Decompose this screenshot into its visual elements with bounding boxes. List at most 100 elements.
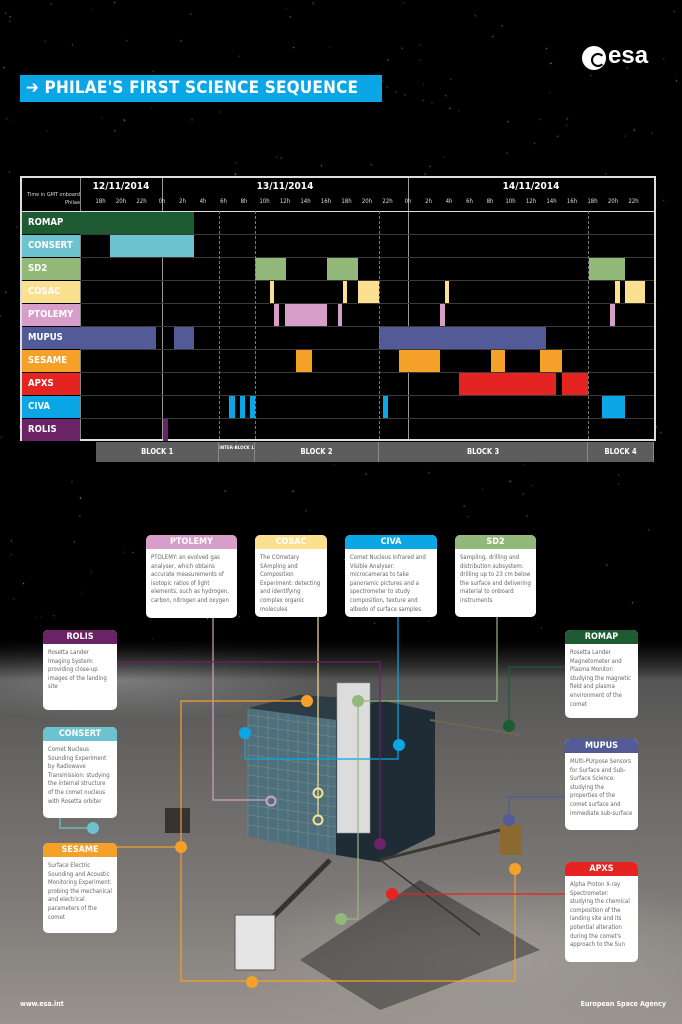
page-title: ➔ PHILAE'S FIRST SCIENCE SEQUENCE bbox=[20, 75, 382, 102]
sesame-sensor-leader bbox=[180, 700, 516, 982]
tick-label: 20h bbox=[361, 198, 373, 205]
landing-leg bbox=[379, 859, 481, 936]
tick-label: 16h bbox=[566, 198, 578, 205]
tick-label: 8h bbox=[240, 198, 248, 205]
panel-grid-line bbox=[247, 804, 337, 818]
block-boundary bbox=[588, 211, 590, 439]
tick-label: 6h bbox=[220, 198, 227, 205]
tick-label: 0h bbox=[158, 198, 166, 205]
civa-activity-bar bbox=[249, 396, 256, 418]
ptolemy-leader bbox=[212, 618, 266, 801]
row-label-sesame: SESAME bbox=[22, 350, 80, 372]
tick-label: 16h bbox=[320, 198, 332, 205]
panel-grid-line bbox=[247, 734, 337, 748]
tick-label: 2h bbox=[425, 198, 432, 205]
tick-label: 20h bbox=[607, 198, 619, 205]
card-description: Comet Nucleus Sounding Experiment by Rad… bbox=[48, 746, 110, 805]
card-title: CIVA bbox=[345, 535, 437, 549]
card-title: SESAME bbox=[43, 843, 117, 857]
sesame-activity-bar bbox=[399, 350, 440, 372]
card-description: PTOLEMY: an evolved gas analyser, which … bbox=[151, 554, 229, 604]
romap-boom bbox=[429, 719, 521, 736]
time-caption: Time in GMT onboard Philae bbox=[27, 192, 80, 206]
block-3: BLOCK 2 bbox=[255, 442, 379, 462]
tick-label: 10h bbox=[259, 198, 270, 205]
card-title: MUPUS bbox=[565, 739, 638, 753]
tick-label: 22h bbox=[382, 198, 393, 205]
rolis-marker bbox=[374, 838, 386, 850]
instrument-card-civa: CIVA Comet Nucleus Infrared and Visible A… bbox=[345, 535, 437, 617]
ptolemy-activity-bar bbox=[609, 304, 615, 326]
card-title: SD2 bbox=[455, 535, 536, 549]
mupus-leader bbox=[508, 796, 565, 820]
row-divider bbox=[80, 372, 654, 373]
card-description: Comet Nucleus Infrared and Visible Analy… bbox=[350, 554, 426, 613]
header-divider bbox=[80, 178, 81, 439]
block-boundary bbox=[255, 211, 257, 439]
cosac-activity-bar bbox=[624, 281, 646, 303]
panel-grid-line bbox=[247, 764, 337, 778]
instrument-card-rolis: ROLIS Rosetta Lander Imaging System: prov… bbox=[43, 630, 117, 710]
cosac-marker bbox=[312, 787, 324, 799]
cosac-activity-bar bbox=[444, 281, 449, 303]
row-divider bbox=[80, 349, 654, 350]
philae-lander-illustration bbox=[165, 682, 540, 1010]
esa-logo: esa bbox=[582, 42, 662, 74]
block-2: INTER-BLOCK 1 bbox=[219, 442, 256, 462]
rolis-activity-bar bbox=[162, 419, 168, 441]
panel-grid-line bbox=[247, 794, 337, 808]
instrument-card-mupus: MUPUS MUlti-PUrpose Sensors for Surface a… bbox=[565, 739, 638, 830]
block-5: BLOCK 4 bbox=[588, 442, 654, 462]
card-title: PTOLEMY bbox=[146, 535, 237, 549]
day-boundary-line bbox=[162, 178, 163, 439]
tick-label: 14h bbox=[300, 198, 311, 205]
lander-shadow bbox=[300, 880, 540, 1010]
block-boundary bbox=[378, 211, 380, 439]
ptolemy-activity-bar bbox=[285, 304, 327, 326]
tick-label: 22h bbox=[628, 198, 639, 205]
cosac-activity-bar bbox=[343, 281, 348, 303]
sesame-activity-bar bbox=[490, 350, 505, 372]
sesame-marker bbox=[301, 695, 313, 707]
block-boundary bbox=[219, 211, 221, 439]
consert-marker bbox=[87, 822, 99, 834]
white-column bbox=[336, 682, 371, 834]
romap-activity-bar bbox=[80, 212, 194, 234]
row-divider bbox=[80, 234, 654, 235]
cosac-activity-bar bbox=[357, 281, 379, 303]
consert-leader bbox=[59, 818, 93, 829]
block-4: BLOCK 3 bbox=[378, 442, 589, 462]
apxs-marker bbox=[386, 888, 398, 900]
card-title: CONSERT bbox=[43, 727, 117, 741]
panel-grid-line bbox=[247, 724, 337, 738]
footer-website[interactable]: www.esa.int bbox=[20, 1000, 64, 1008]
mupus-marker bbox=[503, 814, 515, 826]
panel-grid-line bbox=[247, 754, 337, 768]
ptolemy-activity-bar bbox=[439, 304, 445, 326]
civa-activity-bar bbox=[239, 396, 245, 418]
tick-label: 12h bbox=[279, 198, 291, 205]
sesame-marker bbox=[246, 976, 258, 988]
sd2-activity-bar bbox=[255, 258, 286, 280]
foot-mupus bbox=[500, 825, 522, 855]
ptolemy-marker bbox=[265, 795, 277, 807]
card-description: Rosetta Lander Magnetometer and Plasma M… bbox=[570, 649, 631, 708]
sd2-marker bbox=[335, 913, 347, 925]
instrument-card-apxs: APXS Alpha Proton X-ray Spectrometer: stu… bbox=[565, 862, 638, 962]
lander-foot-front bbox=[234, 914, 276, 971]
tick-label: 4h bbox=[199, 198, 207, 205]
mupus-activity-bar bbox=[378, 327, 547, 349]
landing-leg bbox=[379, 828, 501, 862]
instrument-card-romap: ROMAP Rosetta Lander Magnetometer and Pla… bbox=[565, 630, 638, 718]
card-title: COSAC bbox=[255, 535, 327, 549]
ptolemy-activity-bar bbox=[337, 304, 343, 326]
footer-agency: European Space Agency bbox=[580, 1000, 666, 1008]
panel-grid-line bbox=[247, 774, 337, 788]
instrument-card-sd2: SD2 Sampling, drilling and distribution s… bbox=[455, 535, 536, 617]
card-description: The COmetary SAmpling and Composition Ex… bbox=[260, 554, 321, 613]
row-label-civa: CIVA bbox=[22, 396, 80, 418]
arrow-right-icon: ➔ bbox=[26, 78, 45, 98]
card-title: APXS bbox=[565, 862, 638, 876]
cosac-activity-bar bbox=[269, 281, 274, 303]
tick-label: 6h bbox=[466, 198, 473, 205]
